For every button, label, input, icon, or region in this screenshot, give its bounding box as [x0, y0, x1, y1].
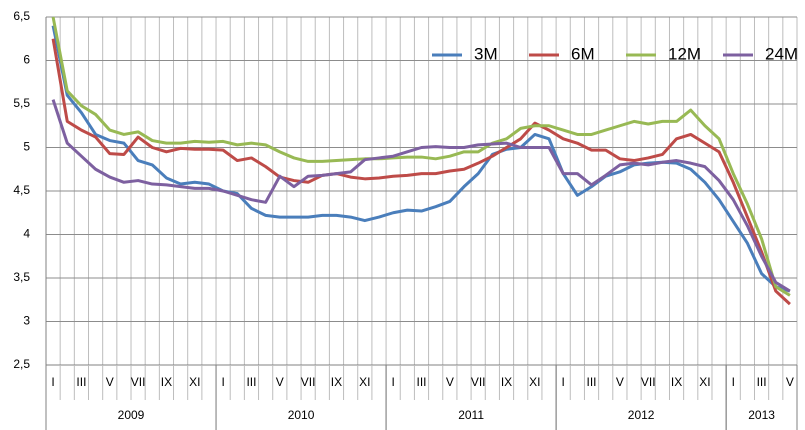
- x-tick-label: IX: [501, 375, 512, 389]
- series-line: [51, 38, 791, 306]
- y-tick-label: 5: [23, 140, 30, 154]
- x-tick-label: III: [416, 375, 426, 389]
- series-line: [51, 99, 791, 293]
- y-tick-label: 6,5: [13, 9, 30, 23]
- x-tick-label: III: [757, 375, 767, 389]
- x-tick-label: XI: [529, 375, 540, 389]
- x-tick-label: VII: [131, 375, 146, 389]
- y-tick-label: 2,5: [13, 357, 30, 371]
- x-tick-label: IX: [331, 375, 342, 389]
- y-tick-label: 3: [23, 314, 30, 328]
- group-label: 2009: [118, 408, 145, 422]
- x-tick-label: IX: [161, 375, 172, 389]
- y-tick-label: 3,5: [13, 270, 30, 284]
- x-tick-label: III: [76, 375, 86, 389]
- x-tick-label: VII: [301, 375, 316, 389]
- y-tick-label: 4,5: [13, 183, 30, 197]
- legend-label: 12M: [668, 44, 701, 63]
- x-tick-label: I: [221, 375, 224, 389]
- y-tick-label: 5,5: [13, 96, 30, 110]
- x-tick-label: XI: [189, 375, 200, 389]
- x-tick-label: I: [562, 375, 565, 389]
- x-tick-label: V: [276, 375, 284, 389]
- group-label: 2013: [748, 408, 775, 422]
- x-tick-label: V: [786, 375, 794, 389]
- group-label: 2012: [628, 408, 655, 422]
- x-tick-label: III: [587, 375, 597, 389]
- x-tick-label: III: [246, 375, 256, 389]
- x-tick-label: V: [616, 375, 624, 389]
- y-tick-label: 6: [23, 53, 30, 67]
- legend-label: 6M: [571, 44, 595, 63]
- x-tick-label: IX: [671, 375, 682, 389]
- x-tick-label: I: [391, 375, 394, 389]
- x-tick-label: I: [732, 375, 735, 389]
- x-tick-label: VII: [641, 375, 656, 389]
- x-tick-label: V: [446, 375, 454, 389]
- y-tick-label: 4: [23, 227, 30, 241]
- group-label: 2011: [458, 408, 484, 422]
- x-tick-label: VII: [471, 375, 486, 389]
- x-tick-label: XI: [359, 375, 370, 389]
- legend-label: 3M: [474, 44, 498, 63]
- x-tick-label: XI: [699, 375, 710, 389]
- legend-label: 24M: [765, 44, 798, 63]
- x-tick-label: V: [106, 375, 114, 389]
- series-line: [51, 16, 791, 297]
- x-tick-label: I: [51, 375, 54, 389]
- group-label: 2010: [288, 408, 315, 422]
